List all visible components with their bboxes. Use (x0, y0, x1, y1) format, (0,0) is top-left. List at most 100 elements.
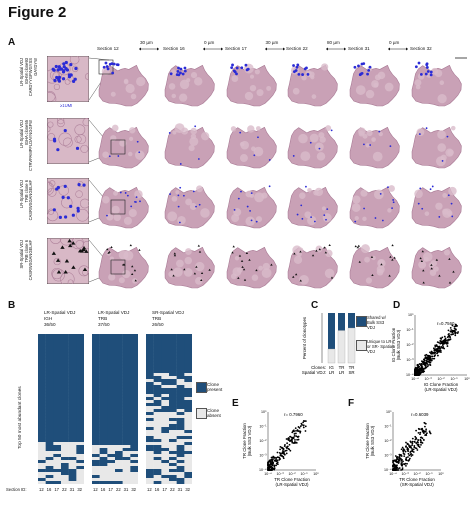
section-id-tick: 22 (62, 487, 67, 492)
section-gap-label: 0 µm (389, 40, 400, 45)
heatmap-cell (45, 385, 54, 389)
heatmap-cell (99, 469, 108, 473)
heatmap-cell (161, 364, 170, 368)
spot-marker (59, 67, 63, 71)
spot-marker (122, 263, 126, 266)
heatmap-cell (68, 448, 77, 452)
heatmap-cell (53, 412, 62, 416)
heatmap-cell (176, 457, 185, 461)
heatmap-cell (130, 430, 138, 434)
scatter-point (400, 462, 403, 465)
y-axis-label: (Bulk SS3 VDJ) (247, 425, 252, 456)
spot-marker (198, 203, 201, 206)
scatter-point (429, 364, 432, 366)
heatmap-cell (146, 475, 154, 479)
heatmap-cell (169, 394, 177, 398)
heatmap-cell (107, 460, 116, 464)
heatmap-cell (153, 472, 162, 476)
heatmap-cell (99, 442, 108, 446)
row-label-text: LR-Spatial VDJ TRB clone 6 CASRWSGANGELH… (19, 180, 34, 221)
heatmap-cell (76, 418, 84, 422)
heatmap-cell (169, 385, 177, 389)
spot-marker (330, 276, 334, 279)
heatmap-cell (153, 385, 162, 389)
heatmap-cell (153, 469, 162, 473)
scatter-point (453, 330, 456, 332)
heatmap-cell (92, 376, 100, 380)
heatmap-cell (45, 409, 54, 413)
scatter-point (405, 445, 408, 448)
gap-arrow (264, 47, 285, 51)
heatmap-cell (61, 469, 69, 473)
spot-marker (129, 244, 133, 247)
heatmap-cell (76, 403, 84, 407)
tissue-section (164, 64, 215, 107)
scatter-point (272, 456, 274, 459)
heatmap-cell (115, 427, 123, 431)
heatmap-cell (146, 343, 154, 347)
row-label-text: SR-Spatial VDJ TRB clone 6 CASRWSGANGELH… (19, 240, 34, 281)
heatmap-cell (115, 415, 123, 419)
heatmap-cell (161, 409, 170, 413)
heatmap-cell (61, 463, 69, 467)
heatmap-cell (146, 466, 154, 470)
heatmap-cell (161, 370, 170, 374)
spot-marker (419, 72, 423, 76)
scatter-point (432, 347, 435, 350)
heatmap-cell (45, 478, 54, 482)
spot-marker (296, 63, 300, 67)
heatmap-cell (45, 361, 54, 365)
heatmap-cell (99, 424, 108, 428)
heatmap-cell (61, 442, 69, 446)
heatmap-cell (115, 379, 123, 383)
spot-marker (324, 251, 328, 254)
scatter-point (286, 442, 289, 445)
heatmap-cell (130, 478, 138, 482)
heatmap-cell (99, 370, 108, 374)
spot-marker (76, 206, 80, 210)
heatmap-cell (107, 334, 116, 338)
heatmap-cell (130, 340, 138, 344)
x-tick-label: 10⁻⁴ (389, 472, 397, 476)
x-axis-label: TR Clone Fraction (274, 477, 310, 482)
heatmap-cell (45, 433, 54, 437)
scatter-point (273, 457, 276, 459)
heatmap-cell (38, 376, 46, 380)
heatmap-cell (61, 394, 69, 398)
spot-marker (448, 257, 451, 260)
heatmap-cell (68, 481, 77, 484)
heatmap-cell (53, 379, 62, 383)
heatmap-cell (68, 355, 77, 359)
heatmap-cell (115, 469, 123, 473)
heatmap-cell (107, 376, 116, 380)
spot-marker (179, 186, 182, 189)
spot-marker (238, 254, 242, 257)
scatter-point (401, 464, 404, 467)
scatter-point (414, 374, 416, 376)
section-gap-label: 30 µm (265, 40, 279, 45)
heatmap-cell (153, 367, 162, 371)
heatmap-cell (76, 472, 84, 476)
spot-marker (52, 208, 56, 212)
heatmap-cell (122, 397, 131, 401)
scatter-point (436, 341, 439, 343)
heatmap-cell (153, 391, 162, 395)
spot-marker (55, 187, 59, 191)
spot-marker (117, 155, 120, 157)
heatmap-cell (45, 364, 54, 368)
scatter-point (393, 466, 396, 469)
tissue-section (98, 124, 149, 169)
spot-marker (173, 252, 176, 255)
scatter-point (395, 464, 397, 467)
heatmap-cell (45, 334, 54, 338)
heatmap-cell (45, 454, 54, 458)
heatmap-cell (130, 373, 138, 377)
heatmap-cell (153, 442, 162, 446)
heatmap-cell (176, 442, 185, 446)
section-header: Section 31 (348, 46, 370, 51)
spot-marker (177, 205, 180, 208)
tissue-section (164, 185, 215, 229)
heatmap-cell (169, 349, 177, 353)
heatmap-cell (184, 481, 192, 484)
heatmap-cell (153, 478, 162, 482)
